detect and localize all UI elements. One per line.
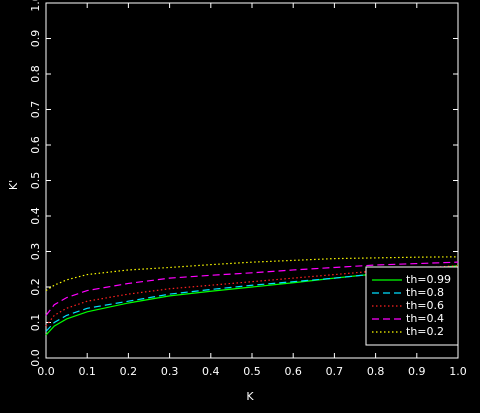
x-tick-label: 1.0 bbox=[449, 365, 467, 378]
y-tick-label: 0.6 bbox=[29, 136, 42, 154]
y-tick-label: 0.0 bbox=[29, 349, 42, 367]
y-tick-label: 0.9 bbox=[29, 30, 42, 48]
y-tick-label: 1.0 bbox=[29, 0, 42, 12]
x-tick-label: 0.7 bbox=[326, 365, 344, 378]
y-tick-label: 0.1 bbox=[29, 314, 42, 332]
y-tick-label: 0.8 bbox=[29, 65, 42, 83]
x-tick-label: 0.2 bbox=[120, 365, 138, 378]
legend-label: th=0.8 bbox=[406, 286, 444, 299]
y-tick-label: 0.2 bbox=[29, 278, 42, 296]
y-axis-label: K' bbox=[7, 180, 20, 190]
legend-label: th=0.6 bbox=[406, 299, 444, 312]
y-tick-label: 0.7 bbox=[29, 101, 42, 119]
x-tick-label: 0.0 bbox=[37, 365, 55, 378]
x-tick-label: 0.6 bbox=[284, 365, 302, 378]
line-series bbox=[45, 261, 459, 316]
y-tick-label: 0.3 bbox=[29, 243, 42, 261]
x-axis-label: K bbox=[246, 390, 254, 403]
y-tick-label: 0.4 bbox=[29, 207, 42, 225]
x-tick-label: 0.8 bbox=[367, 365, 385, 378]
line-series bbox=[45, 256, 459, 292]
x-tick-label: 0.1 bbox=[78, 365, 96, 378]
x-tick-label: 0.9 bbox=[408, 365, 426, 378]
line-series bbox=[45, 266, 459, 332]
legend-label: th=0.4 bbox=[406, 312, 444, 325]
x-tick-label: 0.5 bbox=[243, 365, 261, 378]
legend-label: th=0.99 bbox=[406, 273, 451, 286]
x-tick-label: 0.3 bbox=[161, 365, 179, 378]
legend-label: th=0.2 bbox=[406, 325, 444, 338]
y-tick-label: 0.5 bbox=[29, 172, 42, 190]
x-tick-label: 0.4 bbox=[202, 365, 220, 378]
